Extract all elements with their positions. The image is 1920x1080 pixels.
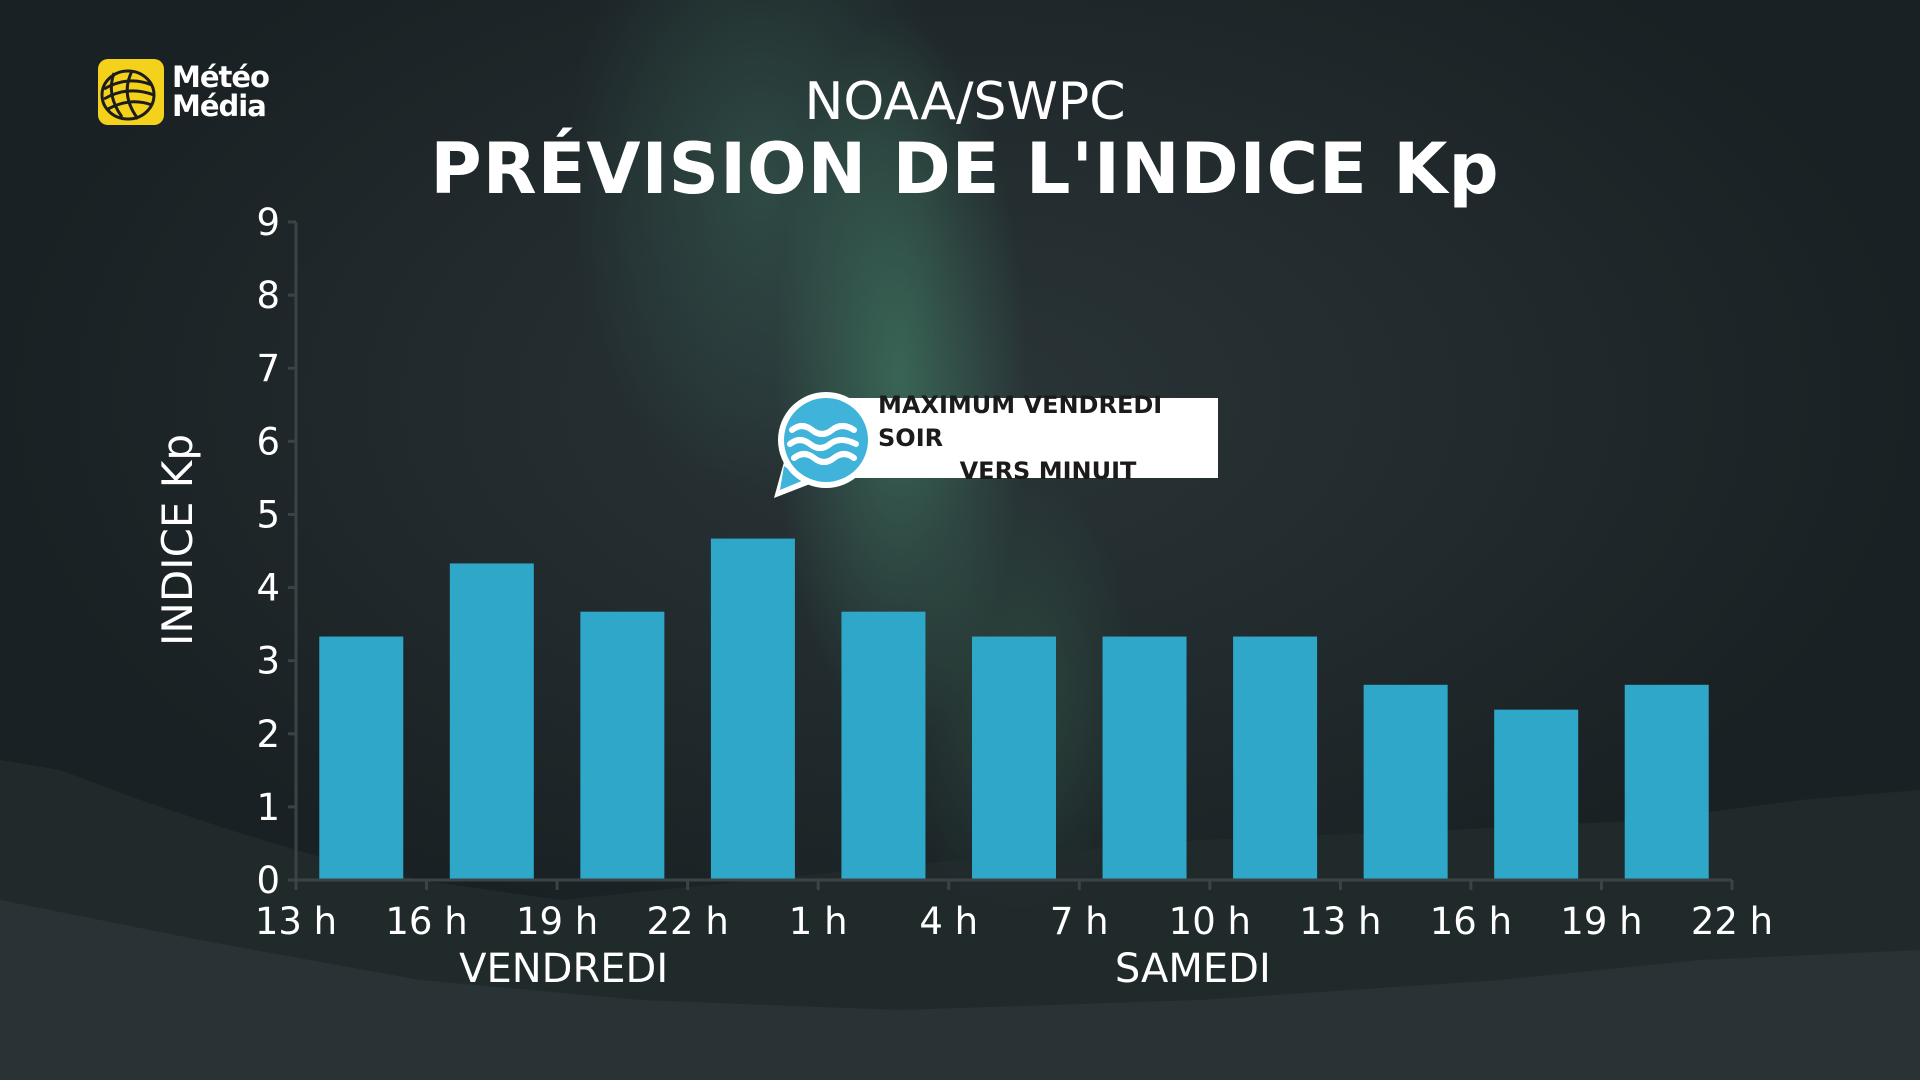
chart-title: PRÉVISION DE L'INDICE Kp [430,128,1500,210]
callout-box: MAXIMUM VENDREDI SOIR VERS MINUIT [848,391,1218,485]
callout-line1: MAXIMUM VENDREDI SOIR [878,390,1163,452]
y-tick-label-5: 5 [256,493,280,536]
y-tick-label-3: 3 [256,640,280,683]
y-tick-label-6: 6 [256,420,280,463]
day-label-1: SAMEDI [1115,946,1271,992]
x-tick-label-6: 7 h [1050,900,1109,943]
labels-group: 0 1 2 3 4 5 6 7 8 9 13 h 16 h 19 h 22 h 1 h 4 h 7 h 10 h 1… [255,201,1773,992]
logo-line1: Météo [172,60,270,94]
axes-group [288,220,1734,890]
y-axis-label: INDICE Kp [153,434,202,646]
bar-3 [710,538,795,880]
callout-line2: VERS MINUIT [959,456,1137,485]
x-tick-label-3: 22 h [646,900,728,943]
x-tick-label-5: 4 h [919,900,978,943]
x-tick-label-4: 1 h [789,900,848,943]
bar-8 [1363,684,1448,880]
wave-speech-bubble-icon [774,392,874,498]
y-tick-label-7: 7 [256,347,280,390]
x-tick-label-11: 22 h [1691,900,1773,943]
x-tick-label-0: 13 h [255,900,337,943]
bar-10 [1624,684,1709,880]
y-tick-label-9: 9 [256,201,280,244]
bar-7 [1233,636,1318,880]
day-label-0: VENDREDI [459,946,668,992]
logo-line2: Média [172,89,267,123]
logo-wordmark: Météo Média [172,60,270,123]
x-tick-label-9: 16 h [1430,900,1512,943]
x-tick-label-8: 13 h [1299,900,1381,943]
bar-1 [449,563,534,880]
globe-icon [98,59,164,125]
max-callout: MAXIMUM VENDREDI SOIR VERS MINUIT [770,390,1220,500]
bar-6 [1102,636,1187,880]
y-tick-label-4: 4 [256,567,280,610]
x-tick-label-2: 19 h [516,900,598,943]
y-tick-label-0: 0 [256,859,280,902]
meteomedia-logo: Météo Média [98,58,270,126]
y-tick-label-2: 2 [256,713,280,756]
bars-group [319,538,1709,880]
chart-subtitle: NOAA/SWPC [804,72,1126,132]
bar-4 [841,611,926,880]
x-tick-label-7: 10 h [1169,900,1251,943]
bar-5 [972,636,1056,880]
y-tick-label-8: 8 [256,274,280,317]
bar-9 [1494,709,1579,880]
y-tick-label-1: 1 [256,786,280,829]
bar-2 [580,611,665,880]
x-tick-label-10: 19 h [1560,900,1642,943]
bar-0 [319,636,404,880]
x-tick-label-1: 16 h [385,900,467,943]
